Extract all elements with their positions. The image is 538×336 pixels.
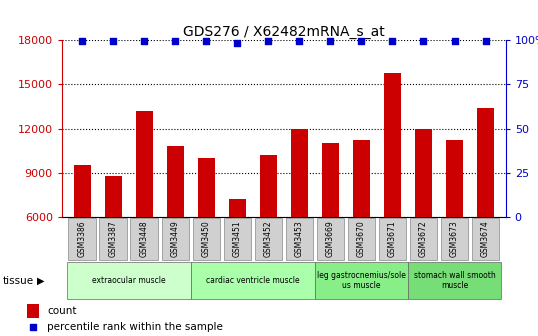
- Bar: [322, 143, 339, 217]
- Text: leg gastrocnemius/sole
us muscle: leg gastrocnemius/sole us muscle: [317, 271, 406, 290]
- FancyBboxPatch shape: [130, 218, 158, 259]
- Bar: [291, 128, 308, 217]
- FancyBboxPatch shape: [348, 218, 375, 259]
- FancyBboxPatch shape: [161, 218, 189, 259]
- Text: GSM3452: GSM3452: [264, 220, 273, 257]
- Point: [357, 39, 366, 44]
- Point: [450, 39, 459, 44]
- Text: GSM3387: GSM3387: [109, 220, 118, 257]
- FancyBboxPatch shape: [67, 262, 190, 299]
- Point: [171, 39, 180, 44]
- Text: tissue: tissue: [3, 276, 34, 286]
- FancyBboxPatch shape: [224, 218, 251, 259]
- Point: [233, 40, 242, 46]
- Bar: [104, 175, 122, 217]
- Bar: [477, 108, 494, 217]
- Point: [481, 39, 490, 44]
- Bar: [27, 304, 39, 318]
- FancyBboxPatch shape: [315, 262, 408, 299]
- Text: GSM3670: GSM3670: [357, 220, 366, 257]
- Bar: [167, 146, 183, 217]
- Point: [419, 39, 428, 44]
- Bar: [353, 140, 370, 217]
- Point: [109, 39, 117, 44]
- Text: GSM3673: GSM3673: [450, 220, 459, 257]
- FancyBboxPatch shape: [408, 262, 501, 299]
- Text: GSM3453: GSM3453: [295, 220, 304, 257]
- Text: GSM3448: GSM3448: [140, 220, 148, 257]
- Text: ▶: ▶: [37, 276, 44, 286]
- FancyBboxPatch shape: [472, 218, 499, 259]
- FancyBboxPatch shape: [441, 218, 468, 259]
- Point: [295, 39, 303, 44]
- Bar: [260, 155, 277, 217]
- Text: stomach wall smooth
muscle: stomach wall smooth muscle: [414, 271, 495, 290]
- Point: [326, 39, 335, 44]
- Bar: [74, 165, 90, 217]
- FancyBboxPatch shape: [190, 262, 315, 299]
- FancyBboxPatch shape: [254, 218, 282, 259]
- FancyBboxPatch shape: [317, 218, 344, 259]
- Title: GDS276 / X62482mRNA_s_at: GDS276 / X62482mRNA_s_at: [183, 25, 385, 39]
- Bar: [446, 140, 463, 217]
- Text: GSM3386: GSM3386: [77, 220, 87, 257]
- Point: [264, 39, 273, 44]
- Text: GSM3449: GSM3449: [171, 220, 180, 257]
- FancyBboxPatch shape: [68, 218, 96, 259]
- FancyBboxPatch shape: [100, 218, 127, 259]
- Point: [202, 39, 210, 44]
- Text: GSM3671: GSM3671: [388, 220, 397, 257]
- Text: count: count: [47, 306, 77, 316]
- Point: [29, 325, 37, 330]
- Text: extraocular muscle: extraocular muscle: [92, 276, 165, 285]
- Bar: [229, 199, 246, 217]
- FancyBboxPatch shape: [193, 218, 220, 259]
- FancyBboxPatch shape: [379, 218, 406, 259]
- Point: [77, 39, 86, 44]
- Text: GSM3669: GSM3669: [326, 220, 335, 257]
- Bar: [415, 128, 432, 217]
- FancyBboxPatch shape: [410, 218, 437, 259]
- Point: [388, 39, 397, 44]
- Bar: [136, 111, 153, 217]
- Bar: [384, 73, 401, 217]
- Bar: [197, 158, 215, 217]
- Text: GSM3451: GSM3451: [233, 220, 242, 257]
- Text: GSM3672: GSM3672: [419, 220, 428, 257]
- Text: cardiac ventricle muscle: cardiac ventricle muscle: [206, 276, 300, 285]
- Text: GSM3450: GSM3450: [202, 220, 211, 257]
- Text: percentile rank within the sample: percentile rank within the sample: [47, 322, 223, 332]
- Text: GSM3674: GSM3674: [481, 220, 490, 257]
- FancyBboxPatch shape: [286, 218, 313, 259]
- Point: [140, 39, 148, 44]
